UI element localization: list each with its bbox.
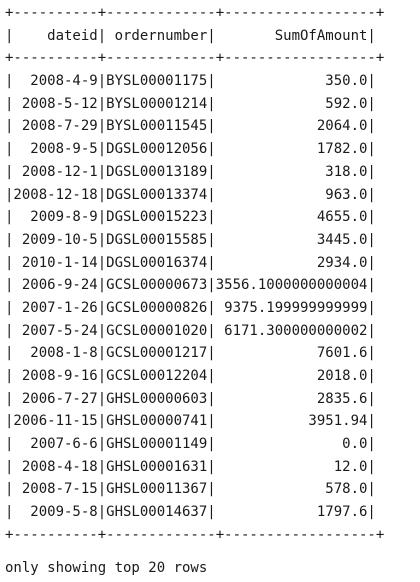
table-row: | 2009-5-8|GHSL00014637| 1797.6| [5,504,376,521]
table-row: | 2008-5-12|BYSL00001214| 592.0| [5,95,376,112]
table-row: | 2008-9-5|DGSL00012056| 1782.0| [5,141,376,158]
table-row: | 2010-1-14|DGSL00016374| 2934.0| [5,254,376,271]
table-row: | 2008-9-16|GCSL00012204| 2018.0| [5,368,376,384]
table-row: | 2008-1-8|GCSL00001217| 7601.6| [5,345,376,362]
table-row: | 2009-8-9|DGSL00015223| 4655.0| [5,209,376,226]
table-row: | 2009-10-5|DGSL00015585| 3445.0| [5,231,376,248]
table-row: | 2007-6-6|GHSL00001149| 0.0| [5,436,376,453]
table-row: | 2006-9-24|GCSL00000673|3556.1000000000… [5,277,376,294]
table-border-top: +----------+-------------+--------------… [5,5,385,21]
table-row: |2006-11-15|GHSL00000741| 3951.94| [5,413,376,430]
table-row: | 2008-7-29|BYSL00011545| 2064.0| [5,118,376,135]
table-row: |2008-12-18|DGSL00013374| 963.0| [5,186,376,203]
console-output: +----------+-------------+--------------… [5,2,384,579]
table-border-bottom: +----------+-------------+--------------… [5,526,385,543]
table-header-row: | dateid| ordernumber| SumOfAmount| [5,27,376,44]
row-limit-notice: only showing top 20 rows [5,559,208,576]
table-border-mid: +----------+-------------+--------------… [5,50,385,67]
table-row: | 2007-5-24|GCSL00001020| 6171.300000000… [5,322,376,339]
table-row: | 2008-4-9|BYSL00001175| 350.0| [5,73,376,90]
table-row: | 2008-4-18|GHSL00001631| 12.0| [5,458,376,475]
table-row: | 2007-1-26|GCSL00000826| 9375.199999999… [5,299,376,316]
table-row: | 2008-7-15|GHSL00011367| 578.0| [5,481,376,498]
table-row: | 2006-7-27|GHSL00000603| 2835.6| [5,390,376,407]
table-row: | 2008-12-1|DGSL00013189| 318.0| [5,163,376,180]
